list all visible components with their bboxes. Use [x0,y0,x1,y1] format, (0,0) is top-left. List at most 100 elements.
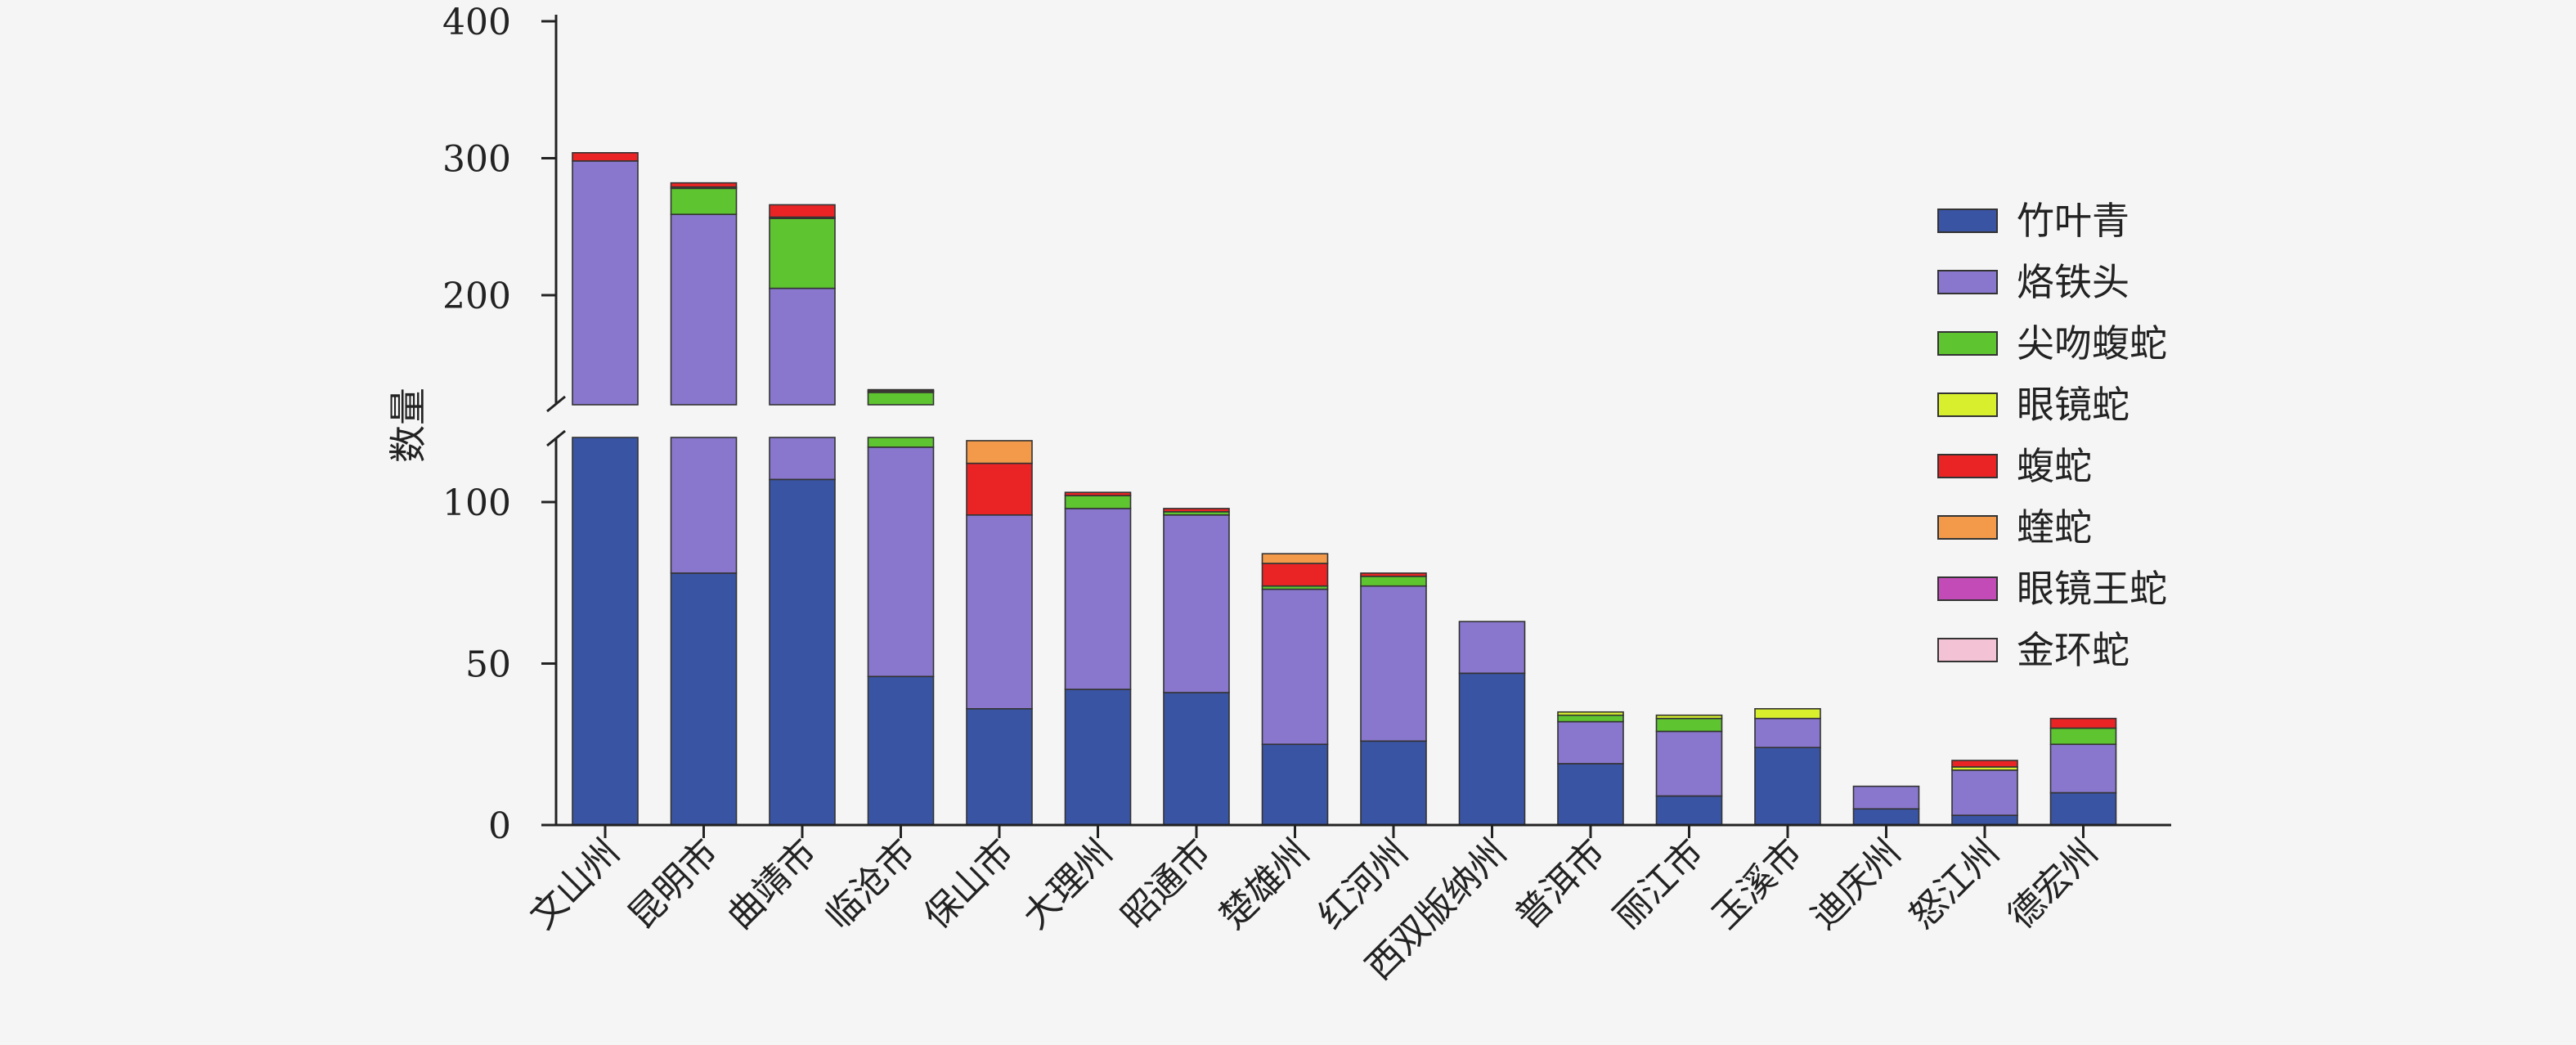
x-tick-label: 迪庆州 [1803,832,1909,937]
bar-segment [670,213,738,406]
bar-segment [1951,769,2018,816]
bar-segment [1557,720,1624,765]
bar-segment [2049,727,2117,746]
bar-segment [1655,714,1723,720]
axis-break-mark [546,429,566,447]
x-tick-label: 曲靖市 [719,832,824,937]
x-tick-label: 玉溪市 [1704,832,1810,937]
legend-label: 眼镜王蛇 [2017,567,2167,611]
bar-segment [1163,692,1230,826]
legend-swatch [1937,270,1998,294]
category-labels-layer: 文山州昆明市曲靖市临沧市保山市大理州昭通市楚雄州红河州西双版纳州普洱市丽江市玉溪… [522,832,2106,989]
bar-segment [670,437,738,574]
bar-segment [572,152,639,162]
legend-label: 烙铁头 [2017,260,2129,304]
legend-swatch [1937,454,1998,478]
bar-segment [1458,672,1526,826]
x-tick-label: 普洱市 [1507,832,1613,937]
bar-segment [1852,808,1920,826]
bar-segment [572,437,639,826]
x-tick-label: 大理州 [1015,832,1120,937]
bar-segment [769,437,836,481]
bar-segment [1655,730,1723,797]
bar-segment [867,437,935,448]
bar-segment [867,388,935,392]
x-tick-label: 楚雄州 [1212,832,1317,937]
bar-segment [1655,717,1723,733]
bar-segment [1754,717,1821,749]
x-tick-label: 保山市 [916,832,1021,937]
y-tick-label: 300 [442,139,511,181]
x-tick-label: 昆明市 [621,832,726,937]
bar-segment [1360,585,1427,742]
bar-segment [1852,785,1920,810]
bar-segment [1261,588,1329,746]
y-tick-label: 100 [442,482,511,524]
bar-segment [2049,743,2117,794]
bar-segment [966,514,1033,710]
x-tick-label: 丽江市 [1606,832,1712,937]
bar-segment [1163,508,1230,513]
bar-segment [1557,711,1624,716]
legend-swatch [1937,515,1998,540]
bar-segment [670,572,738,826]
bar-segment [966,707,1033,826]
bar-segment [966,440,1033,464]
x-tick-label: 临沧市 [818,832,923,937]
bar-segment [2049,717,2117,729]
bar-segment [769,478,836,826]
bars-layer [572,152,2117,826]
legend-label: 蝮蛇 [2017,444,2092,488]
x-tick-label: 怒江州 [1901,832,2007,937]
bar-segment [769,218,836,289]
legend-label: 尖吻蝮蛇 [2017,321,2167,366]
axes-layer [541,15,2171,838]
legend-swatch [1937,638,1998,662]
bar-segment [2049,792,2117,826]
y-tick-label: 50 [465,644,511,686]
bar-segment [1951,760,2018,768]
bar-segment [1360,576,1427,587]
bar-segment [670,182,738,188]
tick-labels-layer: 0 50 100 200 300 400 [442,2,511,847]
bar-segment [1163,514,1230,693]
y-tick-label: 200 [442,276,511,317]
legend-label: 眼镜蛇 [2017,383,2129,427]
bar-segment [1458,621,1526,675]
bar-segment [670,187,738,215]
bar-segment [867,675,935,826]
bar-segment [1951,814,2018,826]
bar-segment [966,462,1033,516]
bar-segment [1064,688,1132,826]
legend-label: 金环蛇 [2017,628,2129,672]
bar-segment [1261,743,1329,826]
bar-segment [1360,740,1427,826]
legend-swatch [1937,209,1998,233]
bar-segment [1655,795,1723,826]
x-tick-label: 德宏州 [2000,832,2106,937]
bar-segment [1064,508,1132,690]
bar-segment [769,204,836,218]
bar-segment [1360,572,1427,577]
y-axis-label: 数量 [386,388,430,463]
bar-segment [1754,707,1821,720]
y-tick-label: 400 [442,2,511,43]
bar-segment [1557,714,1624,723]
x-tick-label: 昭通市 [1113,832,1218,937]
bar-segment [572,160,639,406]
legend-swatch [1937,331,1998,356]
legend-label: 蝰蛇 [2017,505,2092,549]
bar-segment [1557,763,1624,826]
bar-segment [867,446,935,678]
x-tick-label: 文山州 [522,832,627,937]
bar-segment [1064,491,1132,496]
bar-segment [867,392,935,406]
legend-swatch [1937,576,1998,601]
bar-segment [1754,747,1821,826]
y-tick-label: 0 [488,805,511,847]
bar-segment [1064,495,1132,509]
bar-segment [1261,553,1329,564]
axis-break-mark [546,395,566,413]
